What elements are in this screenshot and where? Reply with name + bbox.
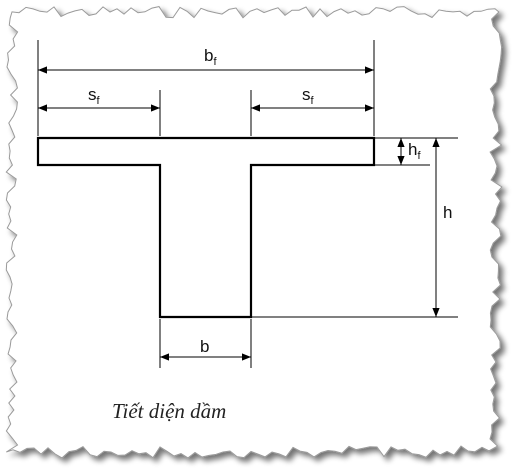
figure-caption: Tiết diện dầm [112,399,226,423]
dimension-lines [38,66,440,361]
label-b: b [200,337,209,356]
label-sf-left: sf [88,85,101,107]
extension-lines [37,40,458,368]
label-bf: bf [204,46,217,68]
label-sf-right: sf [302,85,315,107]
label-hf: hf [408,140,421,162]
label-h: h [443,203,452,222]
torn-paper-sheet [5,6,503,459]
